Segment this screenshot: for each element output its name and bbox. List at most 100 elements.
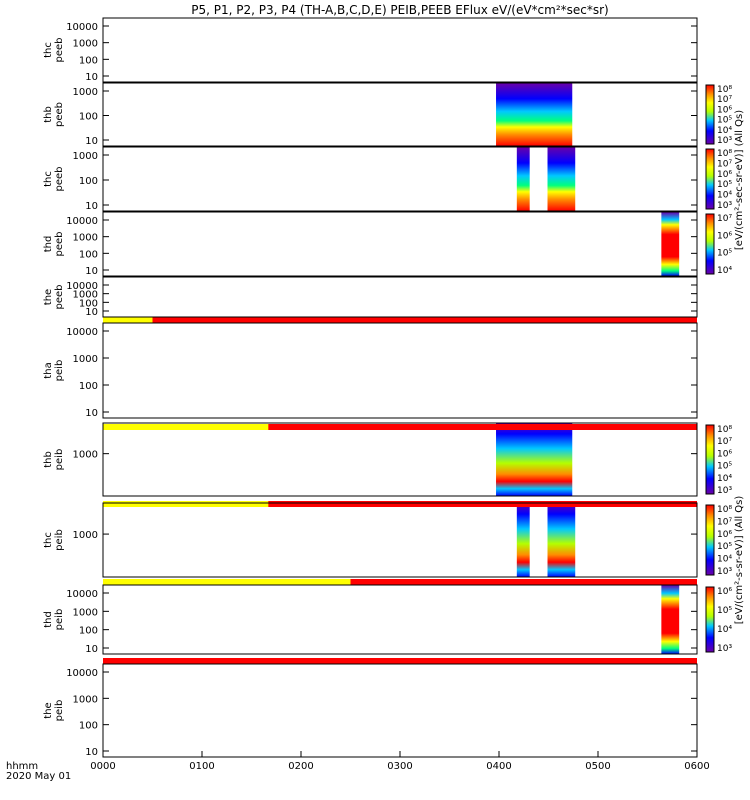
panel-4-plot-area bbox=[103, 212, 697, 276]
panel-5-label: thepeeb bbox=[43, 285, 65, 310]
panel-7-colorbar-label: 10⁸ bbox=[717, 425, 732, 435]
panel-10-product: peib bbox=[54, 700, 65, 722]
quality-bar-1-flag-segment bbox=[103, 317, 153, 323]
panel-4-probe: thd bbox=[43, 236, 54, 253]
panel-7-plot-area bbox=[103, 423, 697, 496]
panel-8-colorbar-label: 10⁵ bbox=[717, 542, 732, 552]
xtick-label: 0500 bbox=[585, 761, 610, 772]
xtick-label: 0000 bbox=[90, 761, 115, 772]
time-axis-label: hhmm bbox=[6, 761, 38, 772]
panel-2-colorbar bbox=[705, 84, 715, 145]
panel-3-frame bbox=[102, 146, 698, 212]
xtick-label: 0400 bbox=[486, 761, 511, 772]
panel-2-ytick-label: 10 bbox=[85, 136, 98, 147]
panel-6-ytick-label: 100 bbox=[79, 381, 98, 392]
panel-4-colorbar bbox=[705, 213, 715, 275]
panel-8-colorbar-label: 10³ bbox=[717, 567, 732, 577]
panel-10-ytick-label: 10 bbox=[85, 747, 98, 758]
panel-7-colorbar-label: 10⁶ bbox=[717, 449, 732, 459]
panel-3-product: peeb bbox=[54, 167, 65, 192]
panel-1-ytick-label: 100 bbox=[79, 55, 98, 66]
panel-1-frame bbox=[102, 17, 698, 83]
panel-1-product: peeb bbox=[54, 38, 65, 63]
electron-colorbar-title: [eV/(cm²-sec-sr-eV)] (All Qs) bbox=[734, 110, 745, 250]
quality-bar-3 bbox=[103, 501, 697, 507]
panel-1-ytick-label: 10000 bbox=[66, 22, 98, 33]
xtick-label: 0300 bbox=[387, 761, 412, 772]
panel-9-plot-area bbox=[103, 585, 697, 654]
panel-2-colorbar-label: 10⁷ bbox=[717, 95, 732, 105]
panel-4-label: thdpeeb bbox=[43, 232, 65, 257]
panel-9-colorbar-label: 10³ bbox=[717, 644, 732, 654]
panel-7-colorbar bbox=[705, 424, 715, 495]
panel-1-plot-area bbox=[103, 18, 697, 82]
panel-7-ytick-label: 1000 bbox=[73, 450, 98, 461]
panel-3-spectrogram-block-2 bbox=[547, 147, 576, 211]
xtick-label: 0600 bbox=[684, 761, 709, 772]
panel-2-colorbar-label: 10⁵ bbox=[717, 116, 732, 126]
panel-4-ytick-label: 10 bbox=[85, 266, 98, 277]
panel-3-spectrogram-block-1 bbox=[516, 147, 530, 211]
panel-7-frame bbox=[102, 422, 698, 497]
panel-2-probe: thb bbox=[43, 106, 54, 123]
quality-bar-2 bbox=[103, 424, 697, 430]
panel-8-colorbar-label: 10⁷ bbox=[717, 517, 732, 527]
panel-10-ytick-label: 1000 bbox=[73, 694, 98, 705]
panel-9-colorbar-label: 10⁴ bbox=[717, 625, 732, 635]
panel-8-colorbar-label: 10⁶ bbox=[717, 530, 732, 540]
panel-4-ytick-label: 10000 bbox=[66, 216, 98, 227]
panel-2-spectrogram-block-1 bbox=[496, 83, 573, 146]
panel-8-colorbar-label: 10⁴ bbox=[717, 555, 732, 565]
panel-7-label: thbpeib bbox=[43, 449, 65, 471]
panel-8-label: thcpeib bbox=[43, 529, 65, 551]
panel-6-plot-area bbox=[103, 323, 697, 418]
panel-3-colorbar-label: 10⁷ bbox=[717, 159, 732, 169]
panel-7-colorbar-label: 10⁷ bbox=[717, 437, 732, 447]
panel-3-probe: thc bbox=[43, 171, 54, 187]
panel-8-frame bbox=[102, 502, 698, 578]
quality-bar-3-flag-segment bbox=[103, 501, 269, 507]
panel-10-ytick-label: 10000 bbox=[66, 668, 98, 679]
panel-2-colorbar-label: 10⁸ bbox=[717, 85, 732, 95]
panel-9-ytick-label: 10 bbox=[85, 644, 98, 655]
panel-3-ytick-label: 100 bbox=[79, 176, 98, 187]
panel-10-probe: the bbox=[43, 702, 54, 718]
panel-6-ytick-label: 1000 bbox=[73, 354, 98, 365]
panel-8-probe: thc bbox=[43, 532, 54, 548]
panel-5-probe: the bbox=[43, 289, 54, 305]
panel-3-ytick-label: 1000 bbox=[73, 151, 98, 162]
quality-bar-1 bbox=[103, 317, 697, 323]
panel-9-colorbar bbox=[705, 586, 715, 653]
chart-title: P5, P1, P2, P3, P4 (TH-A,B,C,D,E) PEIB,P… bbox=[191, 3, 608, 17]
panel-5-ytick-label: 100 bbox=[79, 298, 98, 309]
panel-10-plot-area bbox=[103, 664, 697, 757]
panel-3-ytick-label: 10 bbox=[85, 201, 98, 212]
panel-10-label: thepeib bbox=[43, 700, 65, 722]
ion-colorbar-title: [eV/(cm²-s-sr-eV)] (All Qs) bbox=[734, 496, 745, 625]
panel-2-colorbar-label: 10⁴ bbox=[717, 126, 732, 136]
panel-5-plot-area bbox=[103, 277, 697, 317]
panel-2-product: peeb bbox=[54, 102, 65, 127]
panel-3-colorbar-label: 10⁴ bbox=[717, 191, 732, 201]
panel-2-ytick-label: 1000 bbox=[73, 87, 98, 98]
panel-2-plot-area bbox=[103, 83, 697, 146]
panel-3-colorbar-label: 10⁵ bbox=[717, 180, 732, 190]
panel-4-colorbar-label: 10⁴ bbox=[717, 266, 732, 276]
panel-9-label: thdpeib bbox=[43, 609, 65, 631]
panel-1-ytick-label: 1000 bbox=[73, 39, 98, 50]
panel-7-colorbar-label: 10³ bbox=[717, 486, 732, 496]
panel-9-ytick-label: 1000 bbox=[73, 607, 98, 618]
panel-5-ytick-label: 1000 bbox=[73, 290, 98, 301]
panel-6-ytick-label: 10000 bbox=[66, 327, 98, 338]
panel-6-probe: tha bbox=[43, 362, 54, 378]
panel-4-frame bbox=[102, 211, 698, 277]
panel-8-product: peib bbox=[54, 529, 65, 551]
panel-4-colorbar-label: 10⁶ bbox=[717, 231, 732, 241]
panel-7-product: peib bbox=[54, 449, 65, 471]
panel-8-plot-area bbox=[103, 503, 697, 577]
panel-1-probe: thc bbox=[43, 42, 54, 58]
panel-9-ytick-label: 100 bbox=[79, 626, 98, 637]
panel-2-label: thbpeeb bbox=[43, 102, 65, 127]
panel-2-colorbar-label: 10⁶ bbox=[717, 105, 732, 115]
panel-3-colorbar-label: 10⁸ bbox=[717, 149, 732, 159]
